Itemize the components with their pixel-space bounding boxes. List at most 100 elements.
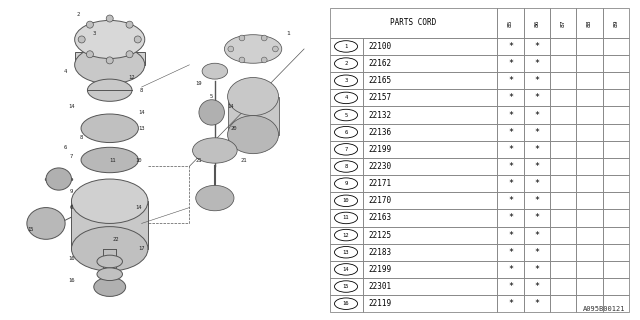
Text: 17: 17 xyxy=(138,246,145,251)
Bar xyxy=(577,141,603,158)
Ellipse shape xyxy=(261,57,267,63)
Bar xyxy=(330,295,362,312)
Bar xyxy=(362,72,497,89)
Text: *: * xyxy=(534,299,540,308)
Bar xyxy=(603,89,629,107)
Text: 1: 1 xyxy=(344,44,348,49)
Bar xyxy=(524,72,550,89)
Ellipse shape xyxy=(27,208,65,239)
Text: *: * xyxy=(534,248,540,257)
Text: 22163: 22163 xyxy=(369,213,392,222)
Text: 22157: 22157 xyxy=(369,93,392,102)
Bar xyxy=(550,8,577,38)
Bar xyxy=(524,278,550,295)
Bar xyxy=(577,38,603,55)
Text: 10: 10 xyxy=(343,198,349,203)
Bar xyxy=(603,55,629,72)
Text: 5: 5 xyxy=(210,94,213,99)
Text: 16: 16 xyxy=(68,278,75,283)
Bar xyxy=(362,227,497,244)
Text: 4: 4 xyxy=(63,69,67,74)
Text: *: * xyxy=(508,248,513,257)
Text: *: * xyxy=(508,93,513,102)
Ellipse shape xyxy=(81,147,138,173)
Text: 22162: 22162 xyxy=(369,59,392,68)
Bar xyxy=(577,192,603,209)
Text: 7: 7 xyxy=(70,154,73,159)
Ellipse shape xyxy=(72,227,148,271)
Text: 85: 85 xyxy=(508,19,513,27)
Text: 8: 8 xyxy=(79,135,83,140)
Ellipse shape xyxy=(126,51,133,58)
Text: 22199: 22199 xyxy=(369,145,392,154)
Ellipse shape xyxy=(273,46,278,52)
Bar xyxy=(577,295,603,312)
Text: 8: 8 xyxy=(344,164,348,169)
Bar xyxy=(497,107,524,124)
Text: 6: 6 xyxy=(63,145,67,150)
Bar xyxy=(497,192,524,209)
Text: *: * xyxy=(508,282,513,291)
Bar xyxy=(330,124,362,141)
Text: *: * xyxy=(534,128,540,137)
Bar xyxy=(603,261,629,278)
Bar xyxy=(603,244,629,261)
Bar xyxy=(497,124,524,141)
Text: 12: 12 xyxy=(129,75,135,80)
Bar xyxy=(603,175,629,192)
Text: 13: 13 xyxy=(138,126,145,131)
Bar xyxy=(330,192,362,209)
Bar xyxy=(577,175,603,192)
Ellipse shape xyxy=(97,268,122,281)
Bar xyxy=(577,89,603,107)
Bar xyxy=(603,8,629,38)
Text: 2: 2 xyxy=(344,61,348,66)
Text: 22170: 22170 xyxy=(369,196,392,205)
Text: 3: 3 xyxy=(92,31,95,36)
Text: PARTS CORD: PARTS CORD xyxy=(390,18,436,27)
Bar xyxy=(550,175,577,192)
Bar xyxy=(524,175,550,192)
Ellipse shape xyxy=(75,20,145,59)
Bar xyxy=(524,141,550,158)
Bar xyxy=(550,192,577,209)
Ellipse shape xyxy=(202,63,228,79)
Bar xyxy=(362,175,497,192)
Bar xyxy=(524,244,550,261)
Bar xyxy=(577,8,603,38)
Bar xyxy=(550,38,577,55)
Bar xyxy=(524,227,550,244)
Bar xyxy=(524,192,550,209)
Bar xyxy=(603,278,629,295)
Bar xyxy=(497,244,524,261)
Text: 2: 2 xyxy=(76,12,79,17)
Text: *: * xyxy=(534,213,540,222)
Bar xyxy=(577,244,603,261)
Bar xyxy=(362,278,497,295)
Bar xyxy=(524,209,550,227)
Bar xyxy=(550,278,577,295)
Text: *: * xyxy=(508,76,513,85)
Text: 22171: 22171 xyxy=(369,179,392,188)
Bar xyxy=(550,107,577,124)
Bar xyxy=(362,295,497,312)
Text: 15: 15 xyxy=(27,227,33,232)
Text: 89: 89 xyxy=(613,19,618,27)
Bar xyxy=(362,244,497,261)
Bar xyxy=(330,72,362,89)
Ellipse shape xyxy=(228,116,278,154)
Bar xyxy=(330,244,362,261)
Bar xyxy=(524,55,550,72)
Bar xyxy=(577,158,603,175)
Bar xyxy=(497,141,524,158)
Ellipse shape xyxy=(106,15,113,22)
Ellipse shape xyxy=(86,21,93,28)
Bar xyxy=(362,261,497,278)
Text: 14: 14 xyxy=(228,104,234,108)
Text: *: * xyxy=(534,145,540,154)
Bar xyxy=(603,72,629,89)
Bar xyxy=(362,209,497,227)
Text: *: * xyxy=(534,76,540,85)
Bar xyxy=(550,124,577,141)
Text: 22183: 22183 xyxy=(369,248,392,257)
